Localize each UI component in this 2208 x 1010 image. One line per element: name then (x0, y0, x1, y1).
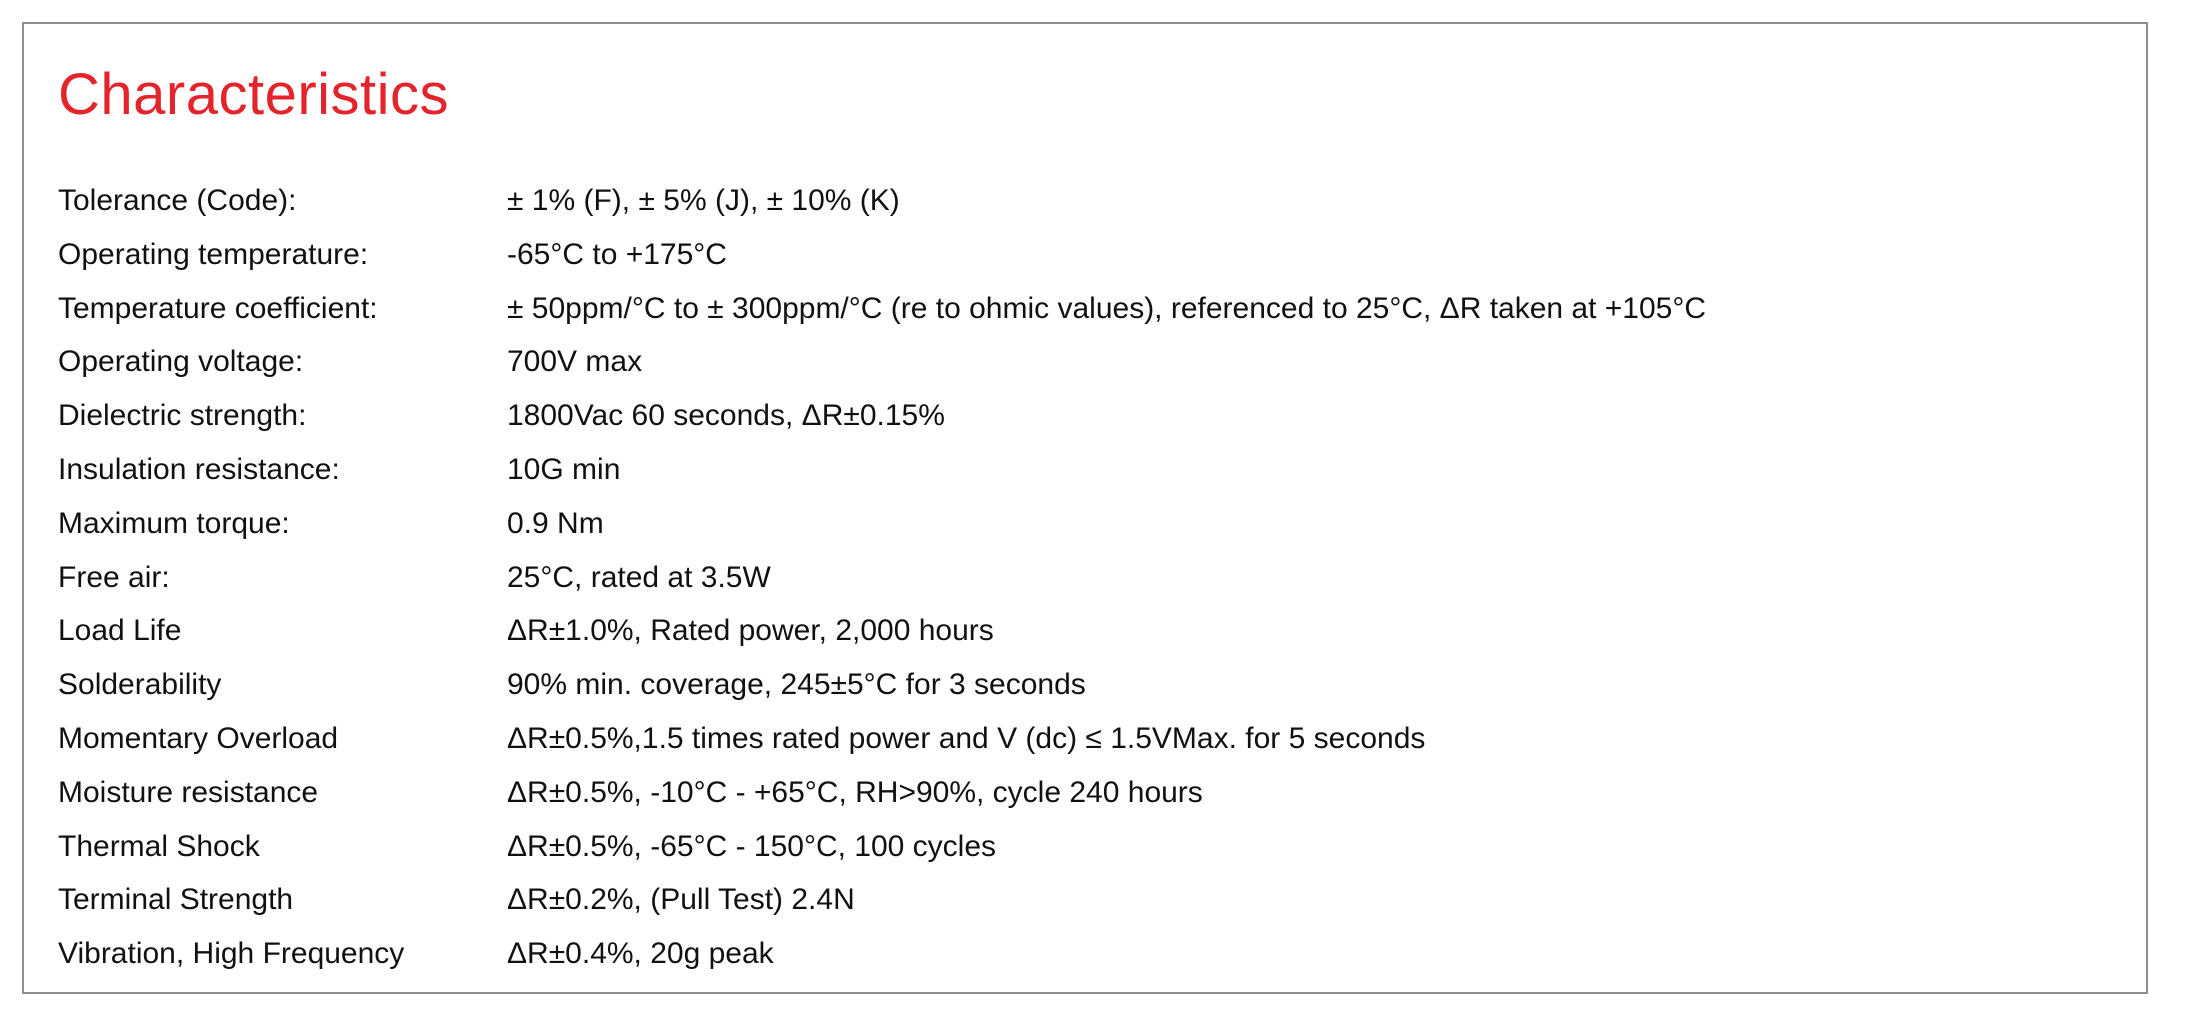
characteristic-label: Momentary Overload (58, 721, 339, 755)
characteristic-row: Moisture resistance ΔR±0.5%, -10°C - +65… (58, 774, 2118, 828)
characteristic-row: Vibration, High Frequency ΔR±0.4%, 20g p… (58, 935, 2118, 989)
section-title: Characteristics (58, 62, 450, 127)
characteristic-row: Tolerance (Code): ± 1% (F), ± 5% (J), ± … (58, 182, 2118, 236)
characteristic-value: ΔR±0.5%, -10°C - +65°C, RH>90%, cycle 24… (507, 775, 1203, 809)
characteristic-value: 25°C, rated at 3.5W (507, 560, 771, 594)
characteristic-row: Load Life ΔR±1.0%, Rated power, 2,000 ho… (58, 612, 2118, 666)
characteristic-row: Temperature coefficient: ± 50ppm/°C to ±… (58, 290, 2118, 344)
characteristic-label: Load Life (58, 614, 182, 648)
characteristic-value: ΔR±0.5%, -65°C - 150°C, 100 cycles (507, 829, 997, 863)
characteristic-row: Insulation resistance: 10G min (58, 451, 2118, 505)
characteristic-label: Free air: (58, 560, 170, 594)
characteristic-row: Operating voltage: 700V max (58, 343, 2118, 397)
characteristic-row: Maximum torque: 0.9 Nm (58, 505, 2118, 559)
characteristic-value: ΔR±1.0%, Rated power, 2,000 hours (507, 614, 994, 648)
characteristic-value: ΔR±0.2%, (Pull Test) 2.4N (507, 883, 855, 917)
characteristic-value: 700V max (507, 345, 643, 379)
characteristic-value: 1800Vac 60 seconds, ΔR±0.15% (507, 399, 945, 433)
characteristic-label: Insulation resistance: (58, 452, 340, 486)
characteristic-label: Terminal Strength (58, 883, 294, 917)
characteristic-row: Operating temperature: -65°C to +175°C (58, 236, 2118, 290)
characteristic-label: Thermal Shock (58, 829, 260, 863)
characteristic-value: ± 1% (F), ± 5% (J), ± 10% (K) (507, 184, 900, 217)
characteristic-label: Maximum torque: (58, 506, 290, 540)
characteristic-value: ΔR±0.4%, 20g peak (507, 937, 774, 971)
characteristics-panel: Characteristics Tolerance (Code): ± 1% (… (22, 22, 2148, 994)
characteristic-row: Free air: 25°C, rated at 3.5W (58, 559, 2118, 613)
characteristic-row: Dielectric strength: 1800Vac 60 seconds,… (58, 397, 2118, 451)
characteristic-row: Terminal Strength ΔR±0.2%, (Pull Test) 2… (58, 881, 2118, 935)
characteristic-label: Temperature coefficient: (58, 291, 378, 325)
characteristic-row: Momentary Overload ΔR±0.5%,1.5 times rat… (58, 720, 2118, 774)
characteristic-label: Operating voltage: (58, 345, 304, 379)
characteristic-label: Tolerance (Code): (58, 184, 297, 217)
characteristic-row: Solderability 90% min. coverage, 245±5°C… (58, 666, 2118, 720)
characteristics-list: Tolerance (Code): ± 1% (F), ± 5% (J), ± … (58, 182, 2118, 989)
characteristic-value: 90% min. coverage, 245±5°C for 3 seconds (507, 668, 1086, 702)
characteristic-value: 0.9 Nm (507, 506, 604, 540)
characteristic-label: Vibration, High Frequency (58, 937, 405, 971)
characteristic-value: ΔR±0.5%,1.5 times rated power and V (dc)… (507, 721, 1426, 755)
characteristic-label: Operating temperature: (58, 237, 369, 271)
characteristic-row: Thermal Shock ΔR±0.5%, -65°C - 150°C, 10… (58, 828, 2118, 882)
characteristic-label: Moisture resistance (58, 775, 319, 809)
characteristic-label: Dielectric strength: (58, 399, 307, 433)
characteristic-label: Solderability (58, 668, 222, 702)
characteristic-value: 10G min (507, 452, 621, 486)
characteristic-value: -65°C to +175°C (507, 237, 727, 271)
characteristic-value: ± 50ppm/°C to ± 300ppm/°C (re to ohmic v… (507, 291, 1707, 325)
